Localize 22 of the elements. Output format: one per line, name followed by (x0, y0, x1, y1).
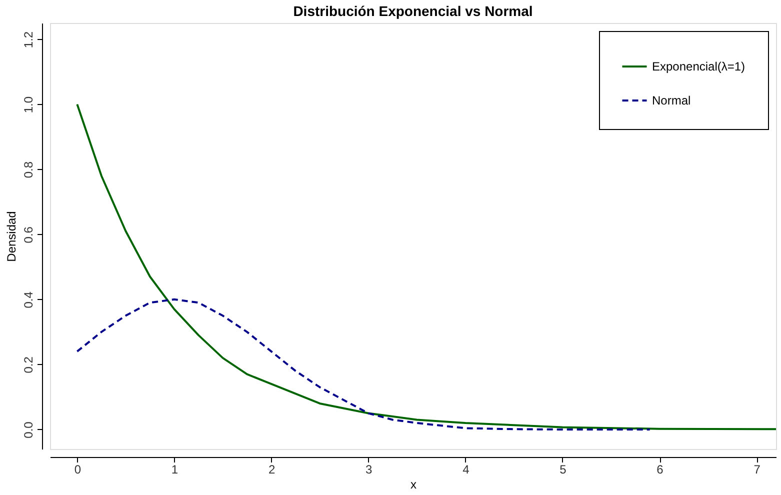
x-tick-label: 2 (268, 462, 276, 476)
x-tick-label: 7 (754, 462, 761, 476)
legend-label: Normal (652, 94, 691, 108)
line-series (76, 298, 651, 430)
x-tick-label: 6 (656, 462, 664, 476)
x-tick-label: 1 (171, 462, 178, 476)
x-axis-title: x (410, 478, 416, 492)
y-tick-label: 1.0 (22, 96, 36, 114)
x-tick-label: 5 (560, 462, 567, 476)
x-tick-label: 4 (462, 462, 470, 476)
y-tick-label: 0.6 (22, 226, 36, 244)
x-tick-label: 0 (74, 462, 82, 476)
y-tick-label: 0.0 (22, 421, 36, 438)
x-tick-label: 3 (366, 462, 373, 476)
y-tick-label: 0.2 (22, 356, 36, 374)
y-tick-label: 0.8 (22, 161, 36, 178)
legend-label: Exponencial(λ=1) (652, 60, 746, 74)
y-tick-label: 1.2 (22, 31, 36, 48)
y-axis-title: Densidad (4, 211, 18, 262)
line-series (76, 103, 776, 430)
chart-title: Distribución Exponencial vs Normal (293, 3, 533, 19)
y-tick-label: 0.4 (22, 291, 36, 308)
